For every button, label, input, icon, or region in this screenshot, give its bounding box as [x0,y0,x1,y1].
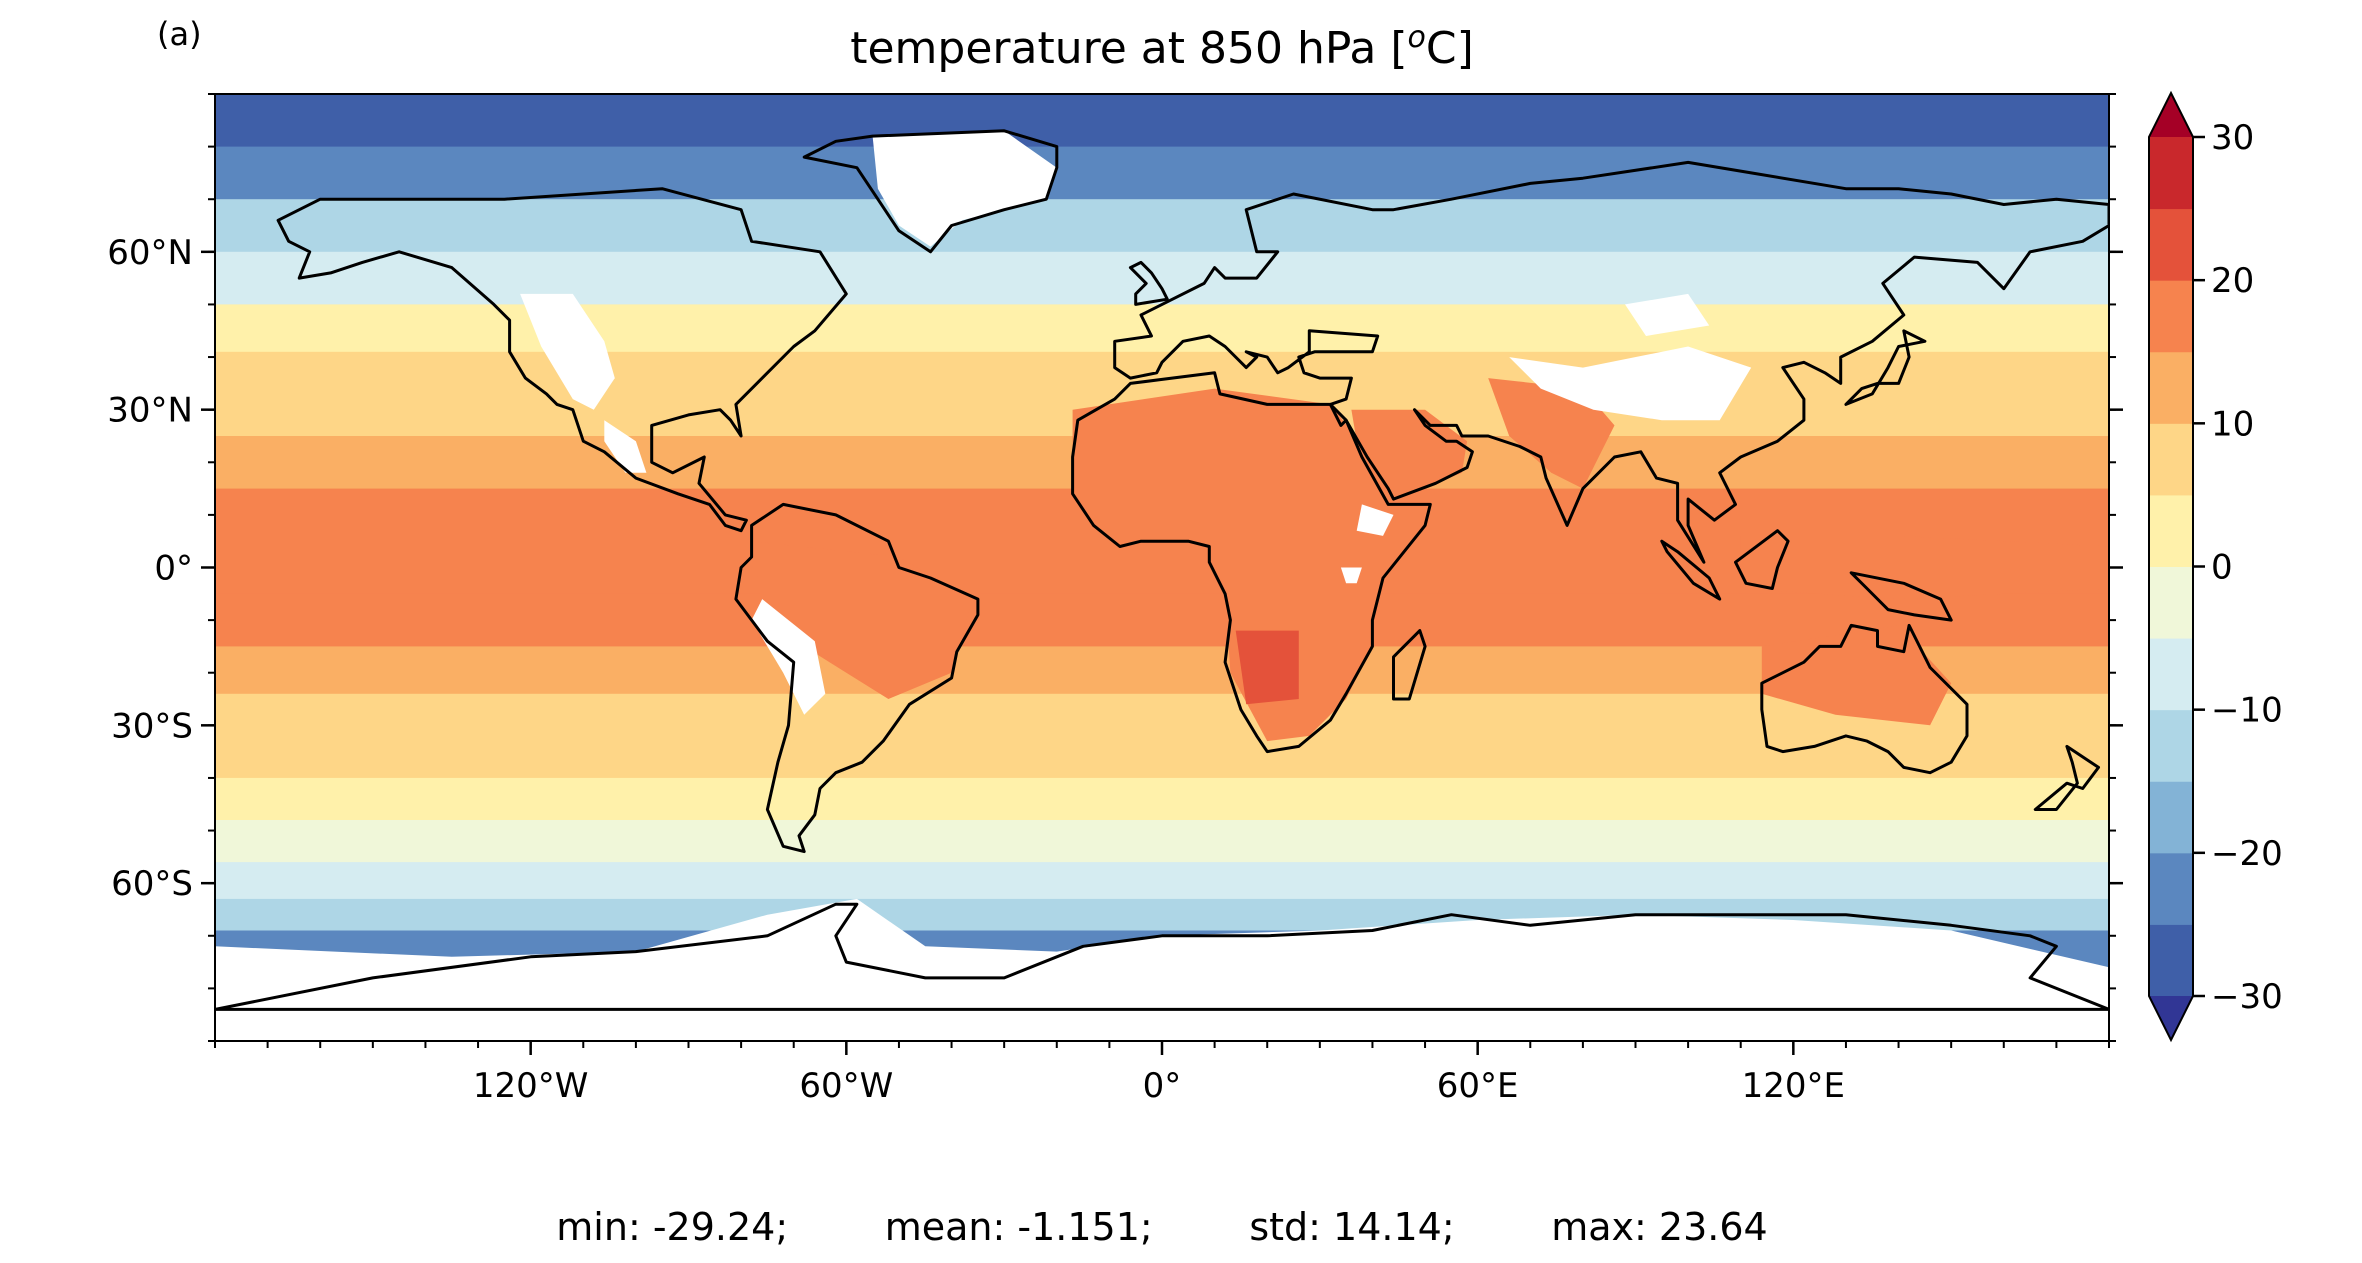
lat-tick-label: 30°N [107,391,193,431]
southern-africa-hot-patch [1235,630,1299,705]
lat-tick-label: 30°S [111,706,193,746]
panel-label: (a) [157,15,202,53]
temperature-band [215,820,2109,863]
south-america-coastline [734,502,980,854]
japan-coastline [1844,329,1927,406]
new-zealand-coastline [2033,744,2100,811]
maritime-continent-warm-patch [1740,535,2109,600]
colorbar-segment [2149,566,2193,639]
lat-tick-label: 60°N [107,233,193,273]
south-asia-warm-patch [1488,378,1615,489]
colorbar-tick-label: 10 [2211,404,2254,444]
lon-tick-label: 0° [1143,1066,1182,1106]
africa-warm-patch [1072,388,1431,742]
mexican-plateau-mask [604,420,647,473]
colorbar-tick-label: −20 [2211,834,2283,874]
coastlines [215,129,2109,1011]
eurasia-coastline [1113,160,2109,564]
australia-coastline [1760,623,1969,775]
colorbar-over-extension [2149,93,2193,137]
greenland-mask [872,130,1057,247]
colorbar-segment [2149,924,2193,997]
masked-elevated-regions [215,130,2109,1041]
ethiopian-highlands-mask [1356,504,1394,536]
antarctica-mask [215,898,2109,1041]
colorbar-tick-label: 20 [2211,261,2254,301]
land-temperature-patches [751,378,2109,742]
lat-tick-label: 60°S [111,864,193,904]
title-degree-superscript: o [1408,20,1426,55]
temperature-band [215,862,2109,900]
borneo-coastline [1734,529,1790,590]
longitude-axis: 120°W 60°W 0° 60°E 120°E [214,1041,2110,1106]
title-unit-tail: C] [1426,23,1474,74]
temperature-band [215,777,2109,821]
colorbar-tick-label: 0 [2211,548,2233,588]
colorbar-segment [2149,137,2193,210]
rocky-mountains-mask [520,293,615,410]
statistics-line: min: -29.24; mean: -1.151; std: 14.14; m… [556,1205,1767,1249]
great-britain-coastline [1128,260,1169,306]
temperature-band [215,593,2109,647]
colorbar-segment [2149,709,2193,782]
north-america-coastline [276,187,848,533]
lat-tick-label: 0° [154,549,193,589]
lon-tick-label: 60°E [1437,1066,1519,1106]
lon-tick-label: 60°W [799,1066,893,1106]
africa-coastline [1071,371,1432,754]
east-african-highlands-mask [1340,567,1362,584]
colorbar-tick-label: 30 [2211,118,2254,158]
new-guinea-coastline [1849,571,1953,622]
map-title: temperature at 850 hPa [oC] [850,20,1474,74]
lon-tick-label: 120°E [1742,1066,1845,1106]
colorbar-segment [2149,781,2193,854]
latitude-axis: 60°N 30°N 0° 30°S 60°S [107,93,2123,1042]
colorbar: −30 −20 −10 0 10 20 30 [2148,90,2283,1043]
lon-tick-label: 120°W [473,1066,589,1106]
colorbar-segment [2149,638,2193,711]
temperature-band [215,199,2109,253]
colorbar-tick-label: −30 [2211,977,2283,1017]
colorbar-segment [2149,494,2193,567]
sumatra-coastline [1660,539,1722,601]
title-main: temperature at 850 hPa [ [850,23,1407,74]
temperature-band [215,735,2109,779]
mongolia-mask [1625,293,1710,336]
temperature-band [215,94,2109,148]
colorbar-segment [2149,852,2193,925]
colorbar-segment [2149,351,2193,424]
greenland-coastline [802,129,1059,254]
colorbar-segment [2149,208,2193,281]
colorbar-segment [2149,423,2193,496]
colorbar-tick-label: −10 [2211,691,2283,731]
antarctica-coastline [215,902,2109,1011]
colorbar-segment [2149,280,2193,353]
temperature-band [215,146,2109,200]
south-america-warm-patch [751,541,973,699]
map-area [215,94,2109,1041]
temperature-band [215,251,2109,305]
colorbar-under-extension [2149,996,2193,1040]
madagascar-coastline [1392,629,1427,701]
tibetan-plateau-mask [1509,346,1752,421]
